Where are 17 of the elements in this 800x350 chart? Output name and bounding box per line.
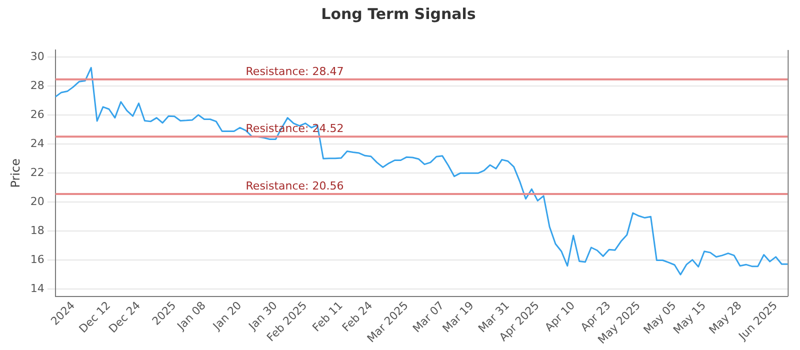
y-tick-label: 26 xyxy=(30,108,44,122)
y-tick-label: 30 xyxy=(30,50,44,64)
y-tick-label: 16 xyxy=(30,252,44,266)
x-tick-label: Apr 10 xyxy=(542,298,578,334)
x-tick-label: Mar 19 xyxy=(440,298,476,336)
y-axis-title: Price xyxy=(8,158,22,188)
y-tick-label: 28 xyxy=(30,79,44,92)
y-tick-label: 20 xyxy=(30,194,44,208)
y-tick-label: 24 xyxy=(30,137,44,150)
y-tick-label: 22 xyxy=(30,166,44,180)
y-tick-label: 14 xyxy=(30,282,44,295)
x-tick-label: Jan 20 xyxy=(210,298,244,334)
y-tick-label: 18 xyxy=(30,224,44,237)
ref-line-label: Resistance: 20.56 xyxy=(246,179,344,192)
x-tick-label: Jan 08 xyxy=(174,298,208,334)
ref-line-label: Resistance: 28.47 xyxy=(246,64,344,78)
chart-title: Long Term Signals xyxy=(321,4,476,23)
